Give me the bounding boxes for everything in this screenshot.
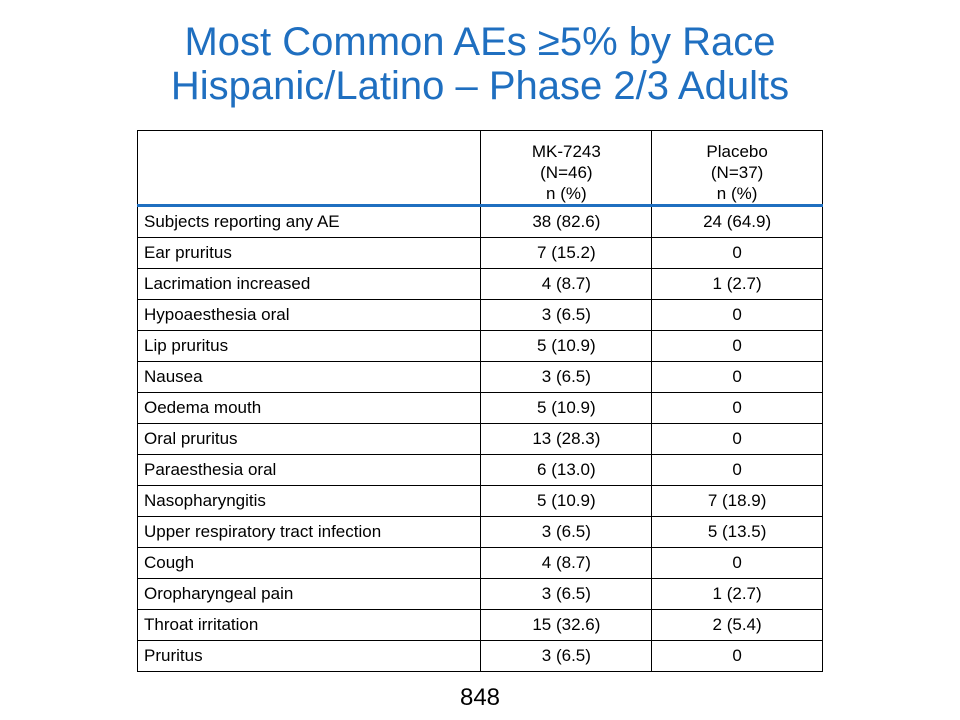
table-row: Cough 4 (8.7) 0 — [136, 547, 823, 579]
table-row: Ear pruritus 7 (15.2) 0 — [136, 237, 823, 269]
term-cell: Nasopharyngitis — [136, 485, 482, 517]
mk7243-cell: 5 (10.9) — [480, 485, 653, 517]
mk7243-cell: 3 (6.5) — [480, 578, 653, 610]
slide-title-line-2: Hispanic/Latino – Phase 2/3 Adults — [170, 64, 790, 108]
table-row: Nausea 3 (6.5) 0 — [136, 361, 823, 393]
mk7243-cell: 3 (6.5) — [480, 299, 653, 331]
term-cell: Upper respiratory tract infection — [136, 516, 482, 548]
table-header-row: MK-7243 (N=46) n (%) Placebo (N=37) n (%… — [136, 130, 823, 207]
mk7243-cell: 13 (28.3) — [480, 423, 653, 455]
mk7243-cell: 15 (32.6) — [480, 609, 653, 641]
table-row: Upper respiratory tract infection 3 (6.5)… — [136, 516, 823, 548]
placebo-cell: 0 — [651, 299, 823, 331]
mk7243-cell: 7 (15.2) — [480, 237, 653, 269]
placebo-cell: 0 — [651, 547, 823, 579]
table-row: Oral pruritus 13 (28.3) 0 — [136, 423, 823, 455]
page-number: 848 — [459, 684, 501, 711]
mk7243-cell: 3 (6.5) — [480, 640, 653, 672]
table-row: Lacrimation increased 4 (8.7) 1 (2.7) — [136, 268, 823, 300]
mk7243-cell: 3 (6.5) — [480, 516, 653, 548]
placebo-cell: 0 — [651, 392, 823, 424]
placebo-cell: 0 — [651, 361, 823, 393]
term-cell: Hypoaesthesia oral — [136, 299, 482, 331]
table-row: Oedema mouth 5 (10.9) 0 — [136, 392, 823, 424]
table-row: Pruritus 3 (6.5) 0 — [136, 640, 823, 672]
placebo-cell: 0 — [651, 237, 823, 269]
placebo-cell: 5 (13.5) — [651, 516, 823, 548]
header-cell-placebo: Placebo (N=37) n (%) — [651, 130, 823, 207]
mk7243-cell: 3 (6.5) — [480, 361, 653, 393]
table-body: Subjects reporting any AE 38 (82.6) 24 (64… — [136, 205, 823, 672]
term-cell: Oropharyngeal pain — [136, 578, 482, 610]
term-cell: Throat irritation — [136, 609, 482, 641]
placebo-cell: 1 (2.7) — [651, 268, 823, 300]
header-line: Placebo — [706, 142, 768, 161]
placebo-cell: 0 — [651, 640, 823, 672]
table-row: Paraesthesia oral 6 (13.0) 0 — [136, 454, 823, 486]
table-row: Hypoaesthesia oral 3 (6.5) 0 — [136, 299, 823, 331]
term-cell: Lip pruritus — [136, 330, 482, 362]
placebo-cell: 0 — [651, 423, 823, 455]
placebo-cell: 0 — [651, 454, 823, 486]
header-line: (N=37) — [710, 163, 764, 182]
term-cell: Pruritus — [136, 640, 482, 672]
term-cell: Oedema mouth — [136, 392, 482, 424]
header-line: (N=46) — [540, 163, 593, 182]
adverse-events-table: MK-7243 (N=46) n (%) Placebo (N=37) n (%… — [136, 130, 823, 672]
header-line: n (%) — [716, 184, 758, 203]
term-cell: Lacrimation increased — [136, 268, 482, 300]
header-line: n (%) — [546, 184, 587, 203]
slide-title: Most Common AEs ≥5% by Race Hispanic/Lat… — [0, 20, 960, 108]
term-cell: Ear pruritus — [136, 237, 482, 269]
placebo-cell: 7 (18.9) — [651, 485, 823, 517]
placebo-cell: 1 (2.7) — [651, 578, 823, 610]
term-cell: Cough — [136, 547, 482, 579]
table-row: Oropharyngeal pain 3 (6.5) 1 (2.7) — [136, 578, 823, 610]
table-row: Lip pruritus 5 (10.9) 0 — [136, 330, 823, 362]
mk7243-cell: 6 (13.0) — [480, 454, 653, 486]
table-row: Throat irritation 15 (32.6) 2 (5.4) — [136, 609, 823, 641]
placebo-cell: 2 (5.4) — [651, 609, 823, 641]
term-cell: Paraesthesia oral — [136, 454, 482, 486]
placebo-cell: 0 — [651, 330, 823, 362]
mk7243-cell: 4 (8.7) — [480, 268, 653, 300]
header-line: MK-7243 — [531, 142, 601, 161]
slide-title-line-1: Most Common AEs ≥5% by Race — [184, 20, 776, 64]
placebo-cell: 24 (64.9) — [651, 205, 823, 238]
mk7243-cell: 38 (82.6) — [480, 205, 653, 238]
header-cell-term — [136, 130, 482, 207]
mk7243-cell: 4 (8.7) — [480, 547, 653, 579]
table-row: Nasopharyngitis 5 (10.9) 7 (18.9) — [136, 485, 823, 517]
mk7243-cell: 5 (10.9) — [480, 330, 653, 362]
header-cell-mk7243: MK-7243 (N=46) n (%) — [480, 130, 653, 207]
term-cell: Nausea — [136, 361, 482, 393]
mk7243-cell: 5 (10.9) — [480, 392, 653, 424]
table-row: Subjects reporting any AE 38 (82.6) 24 (64… — [136, 205, 823, 238]
term-cell: Oral pruritus — [136, 423, 482, 455]
term-cell: Subjects reporting any AE — [136, 205, 482, 238]
